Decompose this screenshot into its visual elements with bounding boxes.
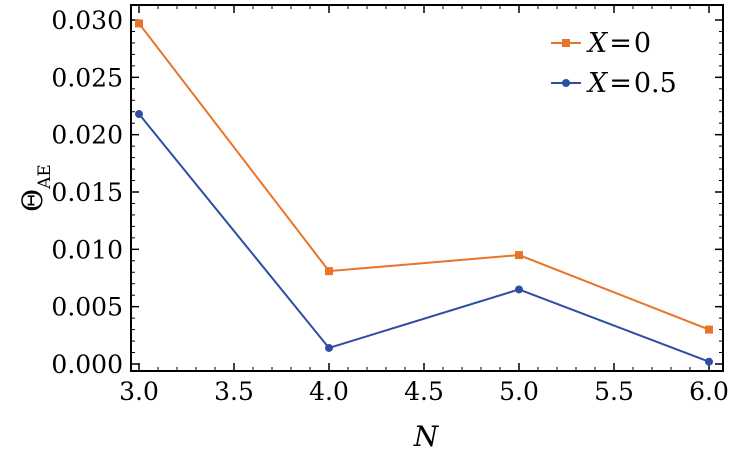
data-point-square: [515, 251, 523, 260]
legend-entry-0: X=0: [551, 28, 651, 59]
series-1: [135, 110, 713, 366]
legend-label-0: X=0: [586, 28, 651, 59]
x-tick-label: 3.0: [119, 377, 159, 406]
x-tick-label: 4.5: [404, 377, 444, 406]
y-tick-label: 0.030: [51, 6, 123, 35]
y-tick-label: 0.000: [51, 350, 123, 379]
y-tick-label: 0.015: [51, 178, 123, 207]
legend-swatch-circle-marker: [562, 79, 570, 87]
legend-entry-1: X=0.5: [551, 68, 677, 99]
series-layer: [135, 19, 713, 366]
x-tick-label: 6.0: [689, 377, 729, 406]
data-point-circle: [325, 343, 333, 352]
legend: X=0 X=0.5: [551, 28, 677, 99]
y-tick-label: 0.025: [51, 63, 123, 92]
data-point-square: [135, 19, 143, 28]
data-point-circle: [135, 110, 143, 119]
data-point-circle: [705, 357, 713, 366]
data-point-square: [705, 325, 713, 334]
y-axis-label: ΘAE: [16, 164, 55, 212]
x-tick-label: 5.0: [499, 377, 539, 406]
y-tick-label: 0.010: [51, 235, 123, 264]
y-axis-label-subscript: AE: [35, 164, 55, 190]
data-point-square: [325, 267, 333, 276]
x-tick-label: 5.5: [594, 377, 634, 406]
series-line: [138, 113, 710, 363]
axis-ticks: 0.000 0.005 0.010 0.015 0.020 0.025 0.030 3.0 3.…: [51, 5, 729, 406]
series-line: [138, 22, 710, 331]
y-axis-label-main: Θ: [16, 189, 49, 212]
x-tick-label: 3.5: [214, 377, 254, 406]
x-axis-label: N: [413, 420, 440, 453]
plot-frame: [130, 4, 724, 372]
y-tick-label: 0.005: [51, 293, 123, 322]
y-tick-label: 0.020: [51, 121, 123, 150]
data-point-circle: [515, 285, 523, 294]
legend-label-1: X=0.5: [586, 68, 677, 99]
svg-text:ΘAE: ΘAE: [16, 164, 55, 212]
legend-swatch-square-marker: [562, 39, 570, 47]
series-0: [135, 19, 713, 334]
x-tick-label: 4.0: [309, 377, 349, 406]
